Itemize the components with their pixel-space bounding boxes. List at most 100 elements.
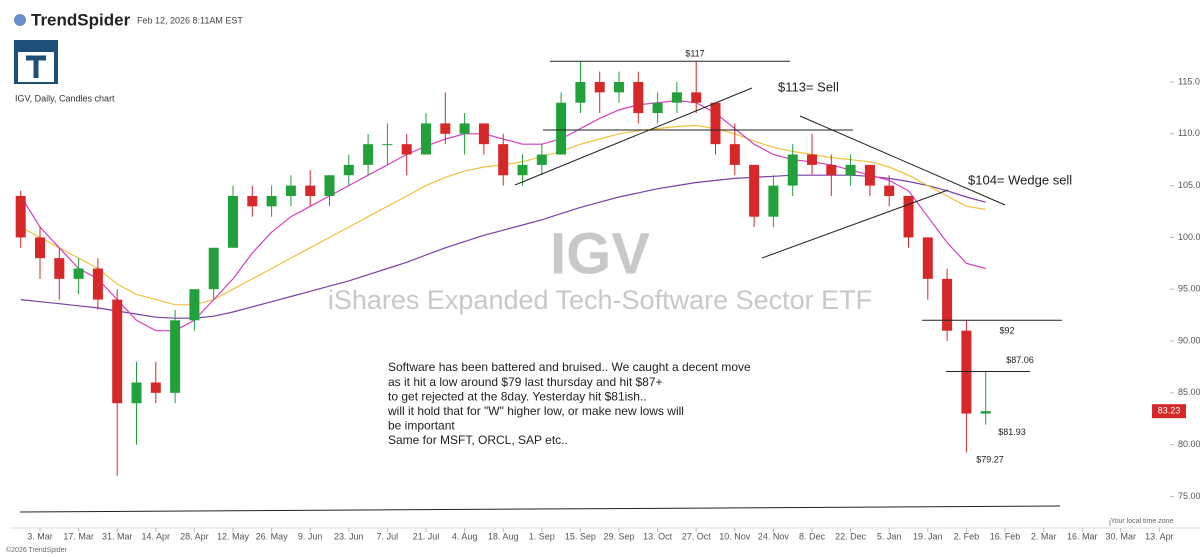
candle-body [498, 144, 509, 176]
price-tag-label: 83.23 [1158, 406, 1181, 416]
candle-body [691, 92, 702, 103]
candle-body [247, 195, 258, 207]
level-label: $92 [999, 326, 1014, 336]
candle-body [35, 237, 45, 259]
x-tick-label: 9. Jun [298, 531, 323, 541]
candle-body [942, 278, 953, 331]
candle-body [401, 144, 412, 155]
x-tick-label: 13. Oct [643, 531, 673, 541]
price-tag [1152, 404, 1186, 419]
candle-body [440, 123, 451, 134]
y-tick-label: 85.00 [1178, 387, 1200, 397]
x-tick-label: 1. Sep [529, 531, 555, 541]
candle-body [54, 258, 65, 279]
candle-body [787, 154, 798, 186]
candle-body [729, 144, 740, 165]
logo: TrendSpider Feb 12, 2026 8:11AM EST IGV,… [14, 10, 243, 103]
point-label: $81.93 [998, 427, 1026, 437]
annotation: $113= Sell [778, 79, 839, 94]
y-tick-label: 75.00 [1178, 491, 1200, 501]
x-tick-label: 29. Sep [603, 531, 634, 541]
x-tick-label: 31. Mar [102, 531, 133, 541]
note-line: be important [388, 419, 455, 433]
candle-body [189, 289, 200, 321]
candle-body [343, 164, 354, 176]
x-tick-label: 30. Mar [1106, 531, 1137, 541]
logo-mark [14, 14, 26, 26]
moving-average [20, 174, 986, 319]
candle-body [884, 185, 895, 196]
copyright: ©2026 TrendSpider [6, 546, 67, 554]
candle-body [671, 92, 682, 103]
candle-body [285, 185, 296, 196]
y-tick-label: 100.00 [1178, 232, 1200, 242]
x-tick-label: 22. Dec [835, 531, 867, 541]
point-label: $79.27 [976, 455, 1004, 465]
candle-body [305, 185, 316, 196]
x-tick-label: 12. May [217, 531, 250, 541]
candle-body [266, 195, 277, 207]
x-tick-label: 18. Aug [488, 531, 519, 541]
x-tick-label: 7. Jul [377, 531, 399, 541]
x-tick-label: 4. Aug [452, 531, 478, 541]
candle-body [556, 102, 567, 155]
x-tick-label: 10. Nov [719, 531, 751, 541]
note-line: as it hit a low around $79 last thursday… [388, 375, 663, 389]
y-tick-label: 90.00 [1178, 335, 1200, 345]
x-tick-label: 28. Apr [180, 531, 209, 541]
candle-body [826, 164, 837, 176]
watermark-title: IGV [550, 221, 650, 286]
candle-body [208, 247, 219, 290]
x-tick-label: 8. Dec [799, 531, 826, 541]
x-tick-label: 17. Mar [63, 531, 94, 541]
x-tick-label: 2. Feb [954, 531, 980, 541]
y-tick-label: 105.00 [1178, 180, 1200, 190]
x-tick-label: 2. Mar [1031, 531, 1057, 541]
x-tick-label: 16. Feb [990, 531, 1021, 541]
note-line: Software has been battered and bruised..… [388, 360, 751, 374]
timezone: Your local time zone [1111, 518, 1174, 525]
trend-line [19, 505, 1061, 513]
note-line: Same for MSFT, ORCL, SAP etc.. [388, 433, 568, 447]
timestamp: Feb 12, 2026 8:11AM EST [137, 15, 243, 25]
trend-line [514, 87, 753, 186]
candle-body [903, 195, 914, 238]
candle-body [421, 123, 431, 155]
trend-line [761, 189, 949, 259]
x-tick-label: 13. Apr [1145, 531, 1174, 541]
candle-body [228, 195, 238, 248]
x-tick-label: 14. Apr [142, 531, 171, 541]
x-tick-label: 23. Jun [334, 531, 364, 541]
candle-body [478, 123, 489, 145]
candle-body [536, 154, 547, 165]
candle-body [92, 268, 103, 300]
level-label: $87.06 [1006, 355, 1034, 365]
x-tick-label: 21. Jul [413, 531, 440, 541]
y-tick-label: 110.00 [1178, 128, 1200, 138]
candle-body [614, 81, 624, 93]
chart-label: IGV, Daily, Candles chart [15, 93, 115, 103]
candle-body [864, 164, 875, 186]
candle-body [15, 195, 26, 238]
watermark-subtitle: iShares Expanded Tech-Software Sector ET… [328, 285, 872, 315]
x-tick-label: 16. Mar [1067, 531, 1098, 541]
note-line: will it hold that for "W" higher low, or… [387, 404, 684, 418]
candle-body [131, 382, 142, 404]
x-tick-label: 19. Jan [913, 531, 943, 541]
candle-body [112, 299, 123, 404]
candle-body [363, 144, 374, 165]
candle-body [922, 237, 933, 279]
plot: 75.00 80.00 85.00 90.00 95.00 100.00 105.00 110… [10, 49, 1200, 541]
x-tick-label: 24. Nov [758, 531, 790, 541]
candle-body [459, 123, 470, 134]
x-tick-label: 3. Mar [27, 531, 53, 541]
candle-body [710, 102, 721, 145]
candle-body [73, 268, 84, 279]
candle-body [382, 144, 393, 146]
annotation: $104= Wedge sell [968, 172, 1072, 187]
y-tick-label: 95.00 [1178, 284, 1200, 294]
candle-body [845, 164, 856, 176]
candle-body [961, 330, 972, 414]
candle-body [749, 164, 760, 217]
